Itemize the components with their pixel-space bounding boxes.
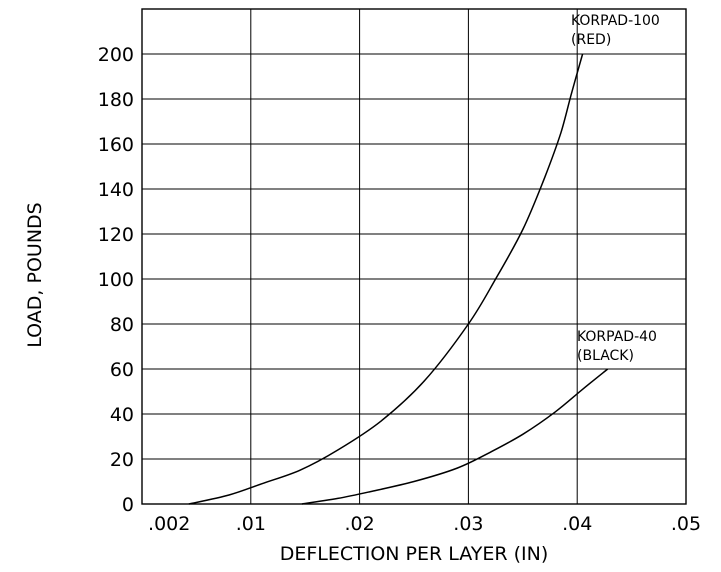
series-layer	[188, 53, 609, 505]
tick-labels: 0 20 40 60 80 100 120 140 160 180 200 .002 .01 .02 .03…	[98, 44, 701, 535]
y-tick-label: 80	[110, 314, 134, 336]
y-tick-label: 0	[122, 494, 134, 516]
x-axis-label: DEFLECTION PER LAYER (IN)	[280, 543, 549, 565]
x-tick-label: .02	[344, 513, 374, 535]
y-tick-label: 100	[98, 269, 134, 291]
series-line-1	[188, 53, 584, 505]
series-label: (RED)	[571, 32, 611, 48]
y-axis-label: LOAD, POUNDS	[24, 202, 46, 347]
y-tick-label: 200	[98, 44, 134, 66]
y-tick-label: 60	[110, 359, 134, 381]
y-tick-label: 40	[110, 404, 134, 426]
y-tick-label: 160	[98, 134, 134, 156]
x-tick-label: .05	[671, 513, 701, 535]
y-tick-label: 180	[98, 89, 134, 111]
series-line-2	[301, 368, 609, 505]
series-labels: KORPAD-100 (RED) KORPAD-40 (BLACK)	[571, 13, 660, 364]
grid	[142, 9, 686, 504]
x-tick-label: .002	[148, 513, 190, 535]
x-tick-label: .04	[562, 513, 592, 535]
x-tick-label: .03	[453, 513, 483, 535]
y-tick-label: 140	[98, 179, 134, 201]
series-label: KORPAD-100	[571, 13, 660, 29]
y-tick-label: 20	[110, 449, 134, 471]
series-label: KORPAD-40	[577, 329, 657, 345]
y-tick-label: 120	[98, 224, 134, 246]
x-tick-label: .01	[236, 513, 266, 535]
plot-frame	[141, 8, 687, 505]
series-label: (BLACK)	[577, 348, 634, 364]
